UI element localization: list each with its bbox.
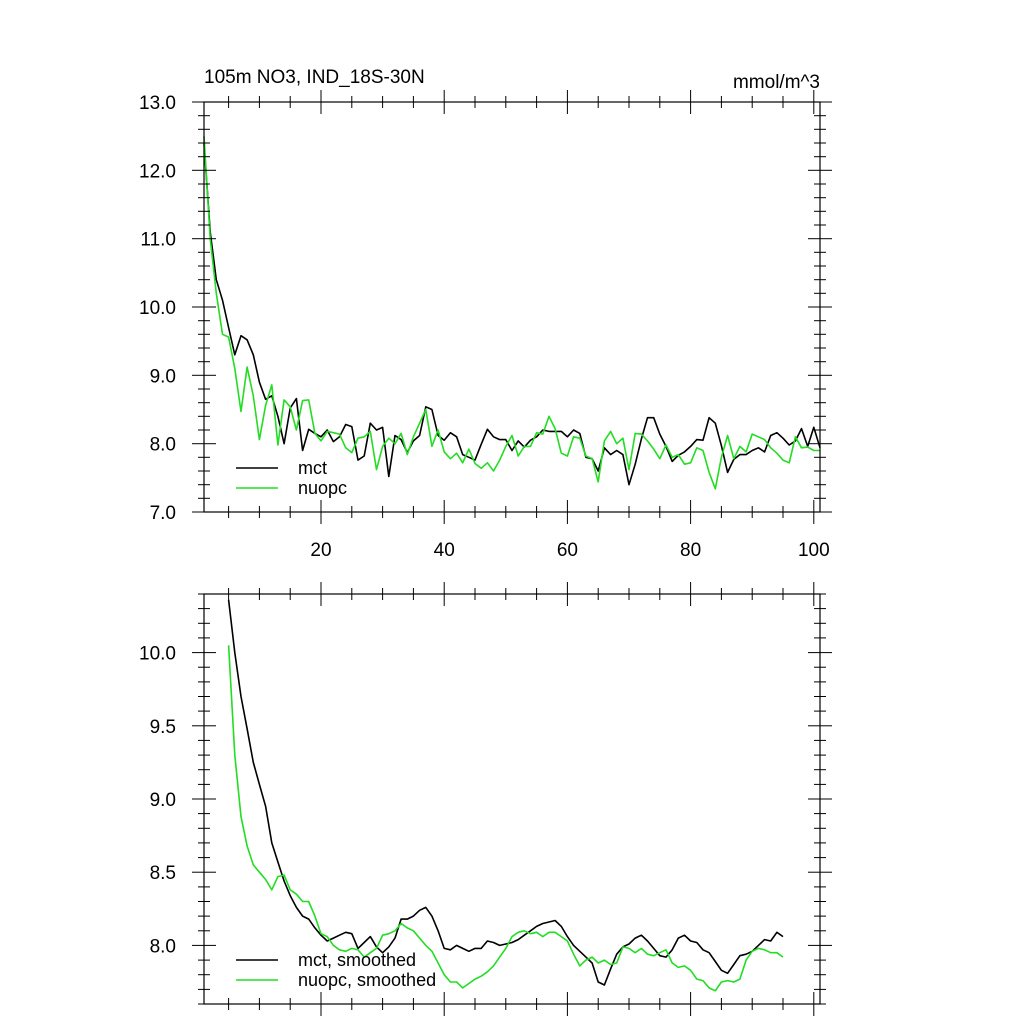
x-tick-label: 80	[680, 540, 701, 561]
y-tick-label: 9.0	[150, 366, 176, 387]
y-tick-label: 11.0	[140, 230, 176, 251]
x-tick-label: 100	[798, 540, 830, 561]
series-line-mct	[227, 599, 784, 986]
y-tick-label: 10.0	[139, 298, 176, 319]
units-label: mmol/m^3	[733, 72, 820, 93]
x-tick-label: 20	[310, 540, 331, 561]
y-tick-label: 8.0	[150, 435, 176, 456]
y-tick-label: 10.0	[139, 644, 176, 665]
y-tick-label: 13.0	[139, 93, 176, 114]
chart-title: 105m NO3, IND_18S-30N	[204, 67, 425, 88]
legend-label: nuopc, smoothed	[298, 970, 436, 990]
tick-marks-smoothed	[192, 582, 832, 1016]
legend-label: nuopc	[298, 478, 347, 498]
x-tick-labels-raw: 20 40 60 80 100	[310, 540, 829, 561]
plot-area-smoothed	[227, 599, 784, 992]
y-tick-label: 9.5	[150, 717, 176, 738]
panel-raw-timeseries: 105m NO3, IND_18S-30N mmol/m^3 7.0 8.0 9.0…	[139, 67, 832, 561]
y-tick-label: 8.5	[150, 863, 176, 884]
plot-area-raw	[203, 136, 821, 490]
legend-label: mct	[298, 458, 327, 478]
y-tick-label: 9.0	[150, 790, 176, 811]
y-tick-labels-raw: 7.0 8.0 9.0 10.0 11.0 12.0 13.0	[139, 93, 176, 524]
y-tick-label: 7.0	[150, 503, 176, 524]
y-tick-label: 8.0	[150, 936, 176, 957]
x-tick-label: 40	[434, 540, 455, 561]
x-tick-label: 60	[557, 540, 578, 561]
y-tick-labels-smoothed: 8.0 8.5 9.0 9.5 10.0	[139, 644, 176, 958]
legend-label: mct, smoothed	[298, 950, 416, 970]
series-line-mct	[203, 142, 821, 486]
y-tick-label: 12.0	[139, 161, 176, 182]
series-line-nuopc	[227, 645, 784, 992]
series-line-nuopc	[203, 136, 820, 490]
tick-marks-raw	[192, 90, 832, 524]
